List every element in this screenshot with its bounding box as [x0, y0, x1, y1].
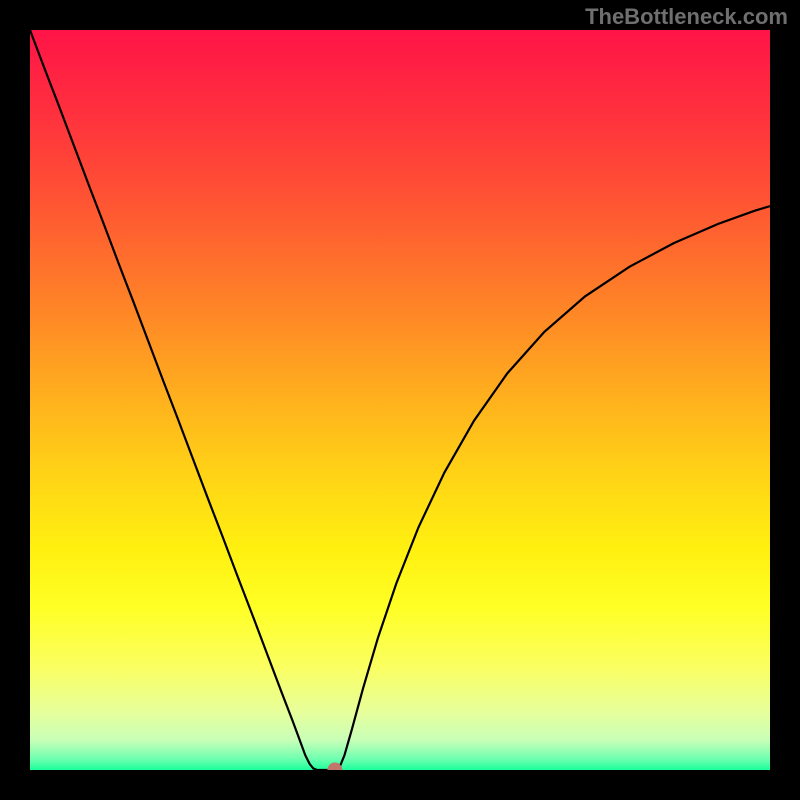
plot-area — [30, 30, 770, 770]
chart-svg — [30, 30, 770, 770]
chart-frame: TheBottleneck.com — [0, 0, 800, 800]
gradient-background — [30, 30, 770, 770]
watermark-text: TheBottleneck.com — [585, 4, 788, 30]
